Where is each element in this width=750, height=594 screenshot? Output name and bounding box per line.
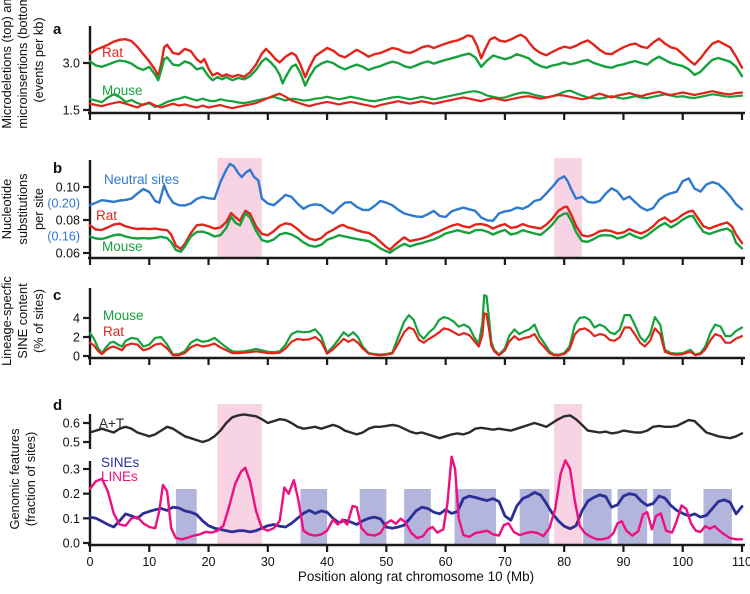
y-tick-label: 0.1 xyxy=(63,512,80,526)
series-group xyxy=(88,294,744,357)
x-tick-label: 50 xyxy=(379,555,393,569)
x-axis-title: Position along rat chromosome 10 (Mb) xyxy=(298,569,534,584)
panel-a: 3.0 1.5 Rat Mouse a Microdeletions (top) and m… xyxy=(0,0,745,129)
mouse-microinsertions-line xyxy=(88,89,744,109)
y-tick-label: 2 xyxy=(73,331,80,345)
blue-highlight-band xyxy=(175,489,197,544)
x-tick-label: 10 xyxy=(142,555,156,569)
a-plus-t-fraction-line xyxy=(88,413,744,444)
x-tick-label: 110 xyxy=(732,555,750,569)
x-tick-label: 30 xyxy=(261,555,275,569)
x-tick-label: 100 xyxy=(672,555,693,569)
y-tick-label: 3.0 xyxy=(63,57,80,71)
y-axis-group-label: Microdeletions (top) and xyxy=(0,0,14,129)
y-tick-label: 0.10 xyxy=(56,181,80,195)
series-label: Mouse xyxy=(103,308,144,323)
series-label: LINEs xyxy=(101,469,138,484)
y-tick-label: 0.0 xyxy=(63,537,80,551)
y-tick-label: 0.5 xyxy=(63,436,80,450)
y-axis-group-label: (events per kb) xyxy=(31,17,46,102)
x-tick-label: 0 xyxy=(87,555,94,569)
rat-microdeletions-line xyxy=(88,33,744,79)
y-axis-group-label: Lineage-specfic xyxy=(0,276,14,366)
series-label: Rat xyxy=(102,45,123,60)
y-tick-label: 0.08 xyxy=(56,214,80,228)
y-axis-group-label: Genomic features xyxy=(7,428,22,529)
series-label: SINEs xyxy=(101,455,140,470)
y-tick-label: 4 xyxy=(73,312,80,326)
y-tick-label: 0 xyxy=(73,350,80,364)
y-tick-label: 1.5 xyxy=(63,104,80,118)
rat-microinsertions-line xyxy=(88,90,744,110)
x-tick-label: 90 xyxy=(617,555,631,569)
blue-highlight-band xyxy=(404,489,431,544)
blue-highlight-band xyxy=(703,489,732,544)
rat-sine-content-line xyxy=(88,312,744,357)
panel-letter: c xyxy=(53,287,61,304)
y-tick-label: 0.06 xyxy=(56,247,80,261)
mouse-substitutions-line xyxy=(88,211,744,254)
mouse-sine-content-line xyxy=(88,294,744,356)
x-tick-label: 20 xyxy=(202,555,216,569)
series-label: Neutral sites xyxy=(104,172,179,187)
sines-fraction-line xyxy=(88,490,744,534)
neutral-scale-note: (0.20) xyxy=(47,197,80,211)
panel-letter: b xyxy=(53,160,62,177)
y-tick-label: 0.6 xyxy=(63,417,80,431)
y-axis-group-label: (% of sites) xyxy=(31,289,46,353)
neutral-scale-note: (0.16) xyxy=(47,230,80,244)
y-axis-group-label: substitutions xyxy=(15,173,30,244)
lines-fraction-line xyxy=(88,455,744,541)
series-group xyxy=(88,413,744,541)
series-label: Mouse xyxy=(102,83,143,98)
y-axis-group-label: Nucleotide xyxy=(0,179,14,239)
y-tick-label: 0.2 xyxy=(63,487,80,501)
y-axis-group-label: (fraction of sites) xyxy=(23,432,38,527)
x-tick-label: 80 xyxy=(557,555,571,569)
y-axis-group-label: microinsertions (bottom) xyxy=(15,0,30,129)
series-group xyxy=(88,162,744,254)
panel-letter: a xyxy=(53,21,62,38)
panel-d: 0.6 0.5 0.3 0.2 0.1 0.0 0 10 20 30 40 50 60 70 80 90 100… xyxy=(7,397,750,569)
panel-letter: d xyxy=(53,397,62,414)
y-axis-group-label: per site xyxy=(31,188,46,230)
y-tick-label: 0.3 xyxy=(63,463,80,477)
neutral-sites-substitutions-line xyxy=(88,162,744,223)
x-tick-label: 70 xyxy=(498,555,512,569)
series-label: Rat xyxy=(103,324,124,339)
mouse-microdeletions-line xyxy=(88,52,744,87)
series-label: Mouse xyxy=(102,239,143,254)
x-tick-label: 40 xyxy=(320,555,334,569)
rat-substitutions-line xyxy=(88,205,744,251)
y-axis-group-label: SINE content xyxy=(15,283,30,359)
series-label: A+T xyxy=(99,416,124,431)
x-tick-label: 60 xyxy=(439,555,453,569)
series-group xyxy=(88,33,744,110)
series-label: Rat xyxy=(96,208,117,223)
panel-b: 0.10 0.08 0.06 (0.20) (0.16) Neutral sites Rat… xyxy=(0,158,745,265)
